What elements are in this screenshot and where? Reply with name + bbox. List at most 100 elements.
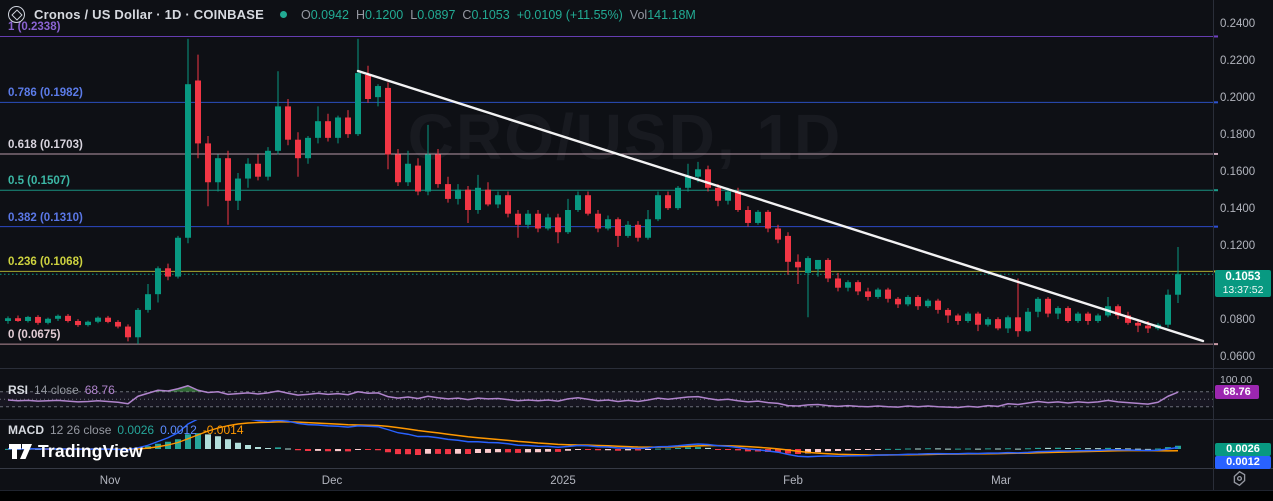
fib-label[interactable]: 0.618 (0.1703) xyxy=(8,138,83,151)
candle-body xyxy=(655,195,661,220)
rsi-value: 68.76 xyxy=(84,383,115,397)
macd-hist-bar xyxy=(1155,448,1161,450)
trend-line[interactable] xyxy=(356,69,1205,343)
macd-hist-bar xyxy=(735,449,741,451)
pane-separator-macd[interactable] xyxy=(0,419,1273,420)
candle-body xyxy=(435,154,441,185)
candle-body xyxy=(65,315,71,321)
macd-hist-bar xyxy=(355,449,361,450)
candle-body xyxy=(1135,322,1141,326)
macd-hist-bar xyxy=(435,449,441,454)
fib-label[interactable]: 0.382 (0.1310) xyxy=(8,211,83,224)
candle-body xyxy=(1165,294,1171,325)
time-axis-label: Feb xyxy=(783,475,803,487)
macd-hist-bar xyxy=(615,449,621,451)
rsi-legend[interactable]: RSI 14 close 68.76 xyxy=(8,383,115,397)
fib-label[interactable]: 0.5 (0.1507) xyxy=(8,175,71,188)
timezone-settings-icon[interactable] xyxy=(1231,470,1248,487)
candle-body xyxy=(575,195,581,210)
low-label: L xyxy=(410,7,418,22)
pane-separator-rsi[interactable] xyxy=(0,368,1273,369)
macd-pane[interactable] xyxy=(5,415,1181,458)
macd-line xyxy=(7,420,1179,458)
candle-body xyxy=(235,178,241,201)
candle-body xyxy=(115,321,121,327)
macd-hist-bar xyxy=(425,449,431,454)
candle-body xyxy=(825,259,831,279)
candle-body xyxy=(795,261,801,268)
candle-body xyxy=(835,278,841,288)
fib-label[interactable]: 1 (0.2338) xyxy=(8,21,61,34)
macd-hist-bar xyxy=(775,449,781,453)
candle-body xyxy=(1025,311,1031,332)
time-axis-label: Dec xyxy=(321,475,343,487)
candle-body xyxy=(55,315,61,319)
candle-body xyxy=(425,154,431,192)
low-value: 0.0897 xyxy=(417,7,456,22)
candle-body xyxy=(285,106,291,140)
candle-body xyxy=(875,289,881,297)
macd-hist-bar xyxy=(655,448,661,450)
macd-hist-value: 0.0026 xyxy=(117,423,155,437)
candle-body xyxy=(755,211,761,223)
market-status-icon[interactable] xyxy=(280,11,287,18)
macd-hist-badge: 0.0026 xyxy=(1215,443,1271,456)
candle-body xyxy=(455,189,461,199)
macd-hist-bar xyxy=(335,449,341,452)
macd-hist-bar xyxy=(1175,445,1181,449)
candle-body xyxy=(1095,315,1101,321)
price-axis[interactable]: 0.1053 13:37:52 100.00 68.76 0.0026 0.00… xyxy=(1214,0,1273,490)
countdown-timer: 13:37:52 xyxy=(1222,283,1264,296)
candle-body xyxy=(525,213,531,225)
candle-body xyxy=(855,282,861,292)
macd-hist-bar xyxy=(955,448,961,450)
macd-hist-bar xyxy=(555,449,561,452)
symbol-logo-icon[interactable] xyxy=(8,6,25,23)
macd-hist-bar xyxy=(935,448,941,450)
symbol-title[interactable]: Cronos / US Dollar · 1D · COINBASE xyxy=(34,7,264,22)
macd-hist-bar xyxy=(275,447,281,449)
macd-hist-bar xyxy=(1125,448,1131,450)
macd-hist-bar xyxy=(815,449,821,453)
macd-hist-bar xyxy=(245,445,251,449)
candle-body xyxy=(1075,313,1081,321)
candle-body xyxy=(725,191,731,201)
macd-hist-bar xyxy=(185,434,191,449)
macd-legend[interactable]: MACD 12 26 close 0.0026 0.0012 -0.0014 xyxy=(8,423,244,437)
macd-params: 12 26 close xyxy=(50,423,112,437)
last-price-badge: 0.1053 13:37:52 xyxy=(1215,270,1271,298)
macd-hist-bar xyxy=(235,442,241,449)
macd-hist-bar xyxy=(565,449,571,451)
time-axis-label: Nov xyxy=(99,475,121,487)
candle-body xyxy=(105,317,111,322)
candle-body xyxy=(735,191,741,210)
macd-hist-bar xyxy=(295,449,301,451)
candle-body xyxy=(265,150,271,177)
fib-label[interactable]: 0.786 (0.1982) xyxy=(8,87,83,100)
macd-hist-bar xyxy=(495,449,501,453)
time-axis-label: 2025 xyxy=(550,475,576,487)
fib-label[interactable]: 0.236 (0.1068) xyxy=(8,256,83,269)
price-axis-label: 0.1400 xyxy=(1220,203,1256,215)
macd-hist-bar xyxy=(1135,448,1141,450)
candle-body xyxy=(95,317,101,322)
candle-body xyxy=(5,318,11,321)
macd-hist-bar xyxy=(625,449,631,451)
candle-body xyxy=(1125,315,1131,323)
candle-body xyxy=(925,300,931,307)
candle-body xyxy=(15,318,21,321)
macd-hist-bar xyxy=(305,449,311,451)
price-pane[interactable] xyxy=(0,35,1213,345)
macd-hist-bar xyxy=(865,449,871,450)
macd-hist-bar xyxy=(415,449,421,455)
change-value: +0.0109 (+11.55%) xyxy=(516,7,623,22)
macd-hist-bar xyxy=(905,448,911,450)
candle-body xyxy=(645,219,651,238)
fib-label[interactable]: 0 (0.0675) xyxy=(8,329,61,342)
rsi-pane[interactable] xyxy=(0,350,1213,450)
candle-body xyxy=(465,189,471,210)
high-label: H xyxy=(355,7,365,22)
price-axis-label: 0.2200 xyxy=(1220,55,1256,67)
tradingview-logo[interactable]: TradingView xyxy=(8,441,143,462)
